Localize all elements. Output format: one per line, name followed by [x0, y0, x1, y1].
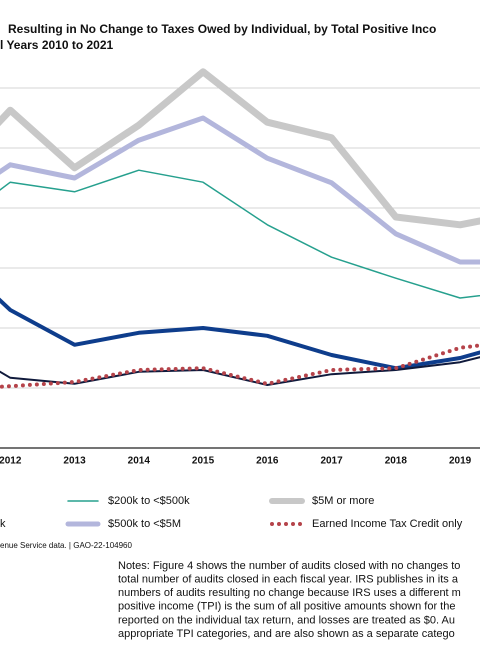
legend-label: k: [0, 518, 6, 530]
series-line: [0, 169, 480, 299]
legend: $5M or more $500k to <$5M $200k to <$500k k…: [0, 495, 463, 530]
note-line: numbers of audits resulting no change be…: [118, 587, 461, 599]
x-tick-label: 2016: [256, 456, 279, 467]
legend-label: $5M or more: [312, 495, 374, 507]
legend-label: $500k to <$5M: [108, 518, 181, 530]
series-line: [0, 115, 480, 265]
note-line: total number of audits closed in each fi…: [118, 574, 459, 586]
note-line: Notes: Figure 4 shows the number of audi…: [118, 560, 460, 572]
chart-title: l Years 2010 to 2021: [0, 38, 114, 52]
series-line: [0, 297, 480, 371]
note-line: reported on the individual tax return, a…: [118, 614, 455, 626]
series-line: [0, 343, 480, 389]
note-line: appropriate TPI categories, and are also…: [118, 628, 455, 640]
notes: Notes: Figure 4 shows the number of audi…: [118, 560, 461, 640]
x-tick-label: 2012: [0, 456, 22, 467]
series-line: [0, 356, 480, 386]
x-tick-label: 2018: [385, 456, 408, 467]
x-tick-label: 2014: [128, 456, 151, 467]
note-line: positive income (TPI) is the sum of all …: [118, 601, 455, 613]
x-tick-label: 2015: [192, 456, 215, 467]
grid: 2012 2013 2014 2015 2016 2017 2018 2019: [0, 87, 480, 467]
x-tick-label: 2013: [63, 456, 86, 467]
plot-area: [0, 68, 480, 389]
series-line: [0, 68, 480, 229]
legend-label: Earned Income Tax Credit only: [312, 518, 463, 530]
x-tick-label: 2019: [449, 456, 472, 467]
chart-title: Resulting in No Change to Taxes Owed by …: [8, 22, 436, 36]
x-tick-label: 2017: [320, 456, 343, 467]
source: enue Service data. | GAO-22-104960: [0, 541, 132, 550]
legend-label: $200k to <$500k: [108, 495, 190, 507]
